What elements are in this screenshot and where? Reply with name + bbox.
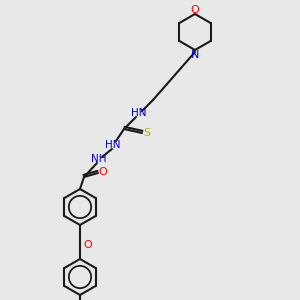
Text: O: O: [190, 5, 200, 15]
Text: HN: HN: [131, 108, 147, 118]
Text: O: O: [99, 167, 107, 177]
Text: HN: HN: [105, 140, 121, 150]
Text: N: N: [191, 50, 199, 59]
Text: NH: NH: [91, 154, 107, 164]
Text: O: O: [84, 240, 92, 250]
Text: S: S: [143, 128, 151, 138]
